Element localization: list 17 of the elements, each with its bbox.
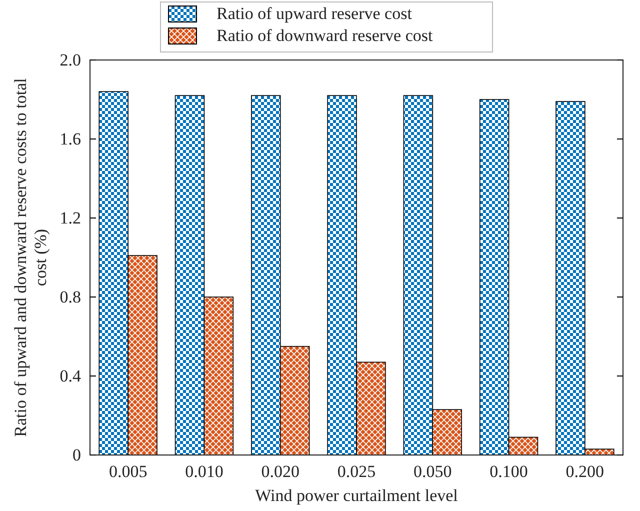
y-tick-label: 0 [72, 445, 81, 464]
legend-label: Ratio of upward reserve cost [216, 4, 412, 23]
legend-label: Ratio of downward reserve cost [216, 26, 433, 45]
x-tick-label: 0.020 [261, 462, 300, 482]
y-tick-label: 0.4 [60, 366, 82, 386]
x-tick-label: 0.005 [108, 462, 148, 482]
x-axis-title: Wind power curtailment level [255, 486, 458, 505]
y-tick-label: 1.2 [60, 208, 81, 228]
y-axis-title: Ratio of upward and downward reserve costs to total cost (%) [11, 78, 50, 437]
y-tick-label: 2.0 [60, 50, 81, 70]
x-tick-label: 0.200 [566, 462, 604, 482]
x-tick-label: 0.050 [414, 462, 452, 482]
x-tick-label: 0.100 [490, 462, 528, 482]
x-tick-label: 0.010 [185, 462, 224, 482]
y-tick-label: 0.8 [60, 287, 81, 306]
x-tick-label: 0.025 [337, 462, 376, 482]
y-tick-label: 1.6 [60, 129, 81, 148]
